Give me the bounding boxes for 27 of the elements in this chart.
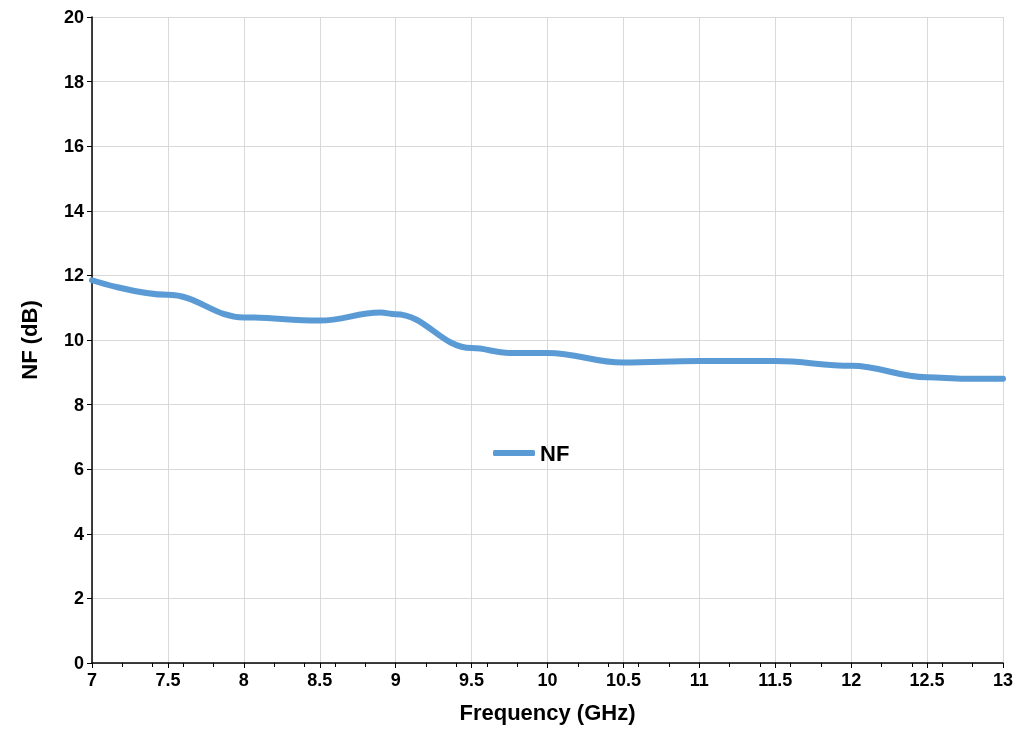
y-tick-label: 2 bbox=[73, 588, 84, 609]
x-tick-label: 8 bbox=[238, 670, 249, 690]
x-tick-label: 13 bbox=[992, 670, 1014, 690]
x-tick-label: 10 bbox=[537, 670, 558, 690]
y-tick-label: 12 bbox=[63, 265, 84, 286]
x-tick-label: 12 bbox=[841, 670, 862, 690]
y-tick-label: 4 bbox=[73, 523, 84, 544]
y-tick-label: 10 bbox=[63, 330, 84, 350]
x-tick-label: 8.5 bbox=[307, 670, 333, 690]
x-tick-label: 11 bbox=[689, 670, 709, 690]
x-tick-label: 7 bbox=[86, 670, 98, 690]
x-tick-label: 11.5 bbox=[758, 670, 793, 690]
y-tick-label: 0 bbox=[73, 653, 84, 673]
x-tick-label: 9.5 bbox=[459, 670, 485, 690]
y-tick-label: 18 bbox=[63, 71, 84, 92]
x-axis-title: Frequency (GHz) bbox=[459, 699, 636, 725]
y-tick-label: 8 bbox=[73, 394, 84, 415]
x-tick-label: 9 bbox=[390, 670, 401, 690]
x-tick-label: 7.5 bbox=[155, 670, 181, 690]
x-tick-label: 12.5 bbox=[909, 670, 945, 690]
y-tick-label: 20 bbox=[63, 7, 84, 27]
x-tick-label: 10.5 bbox=[605, 670, 641, 690]
y-tick-label: 16 bbox=[63, 136, 84, 157]
y-tick-label: 14 bbox=[63, 200, 84, 221]
y-axis-title: NF (dB) bbox=[16, 300, 42, 380]
legend-label: NF bbox=[540, 440, 570, 466]
y-tick-label: 6 bbox=[73, 459, 84, 480]
